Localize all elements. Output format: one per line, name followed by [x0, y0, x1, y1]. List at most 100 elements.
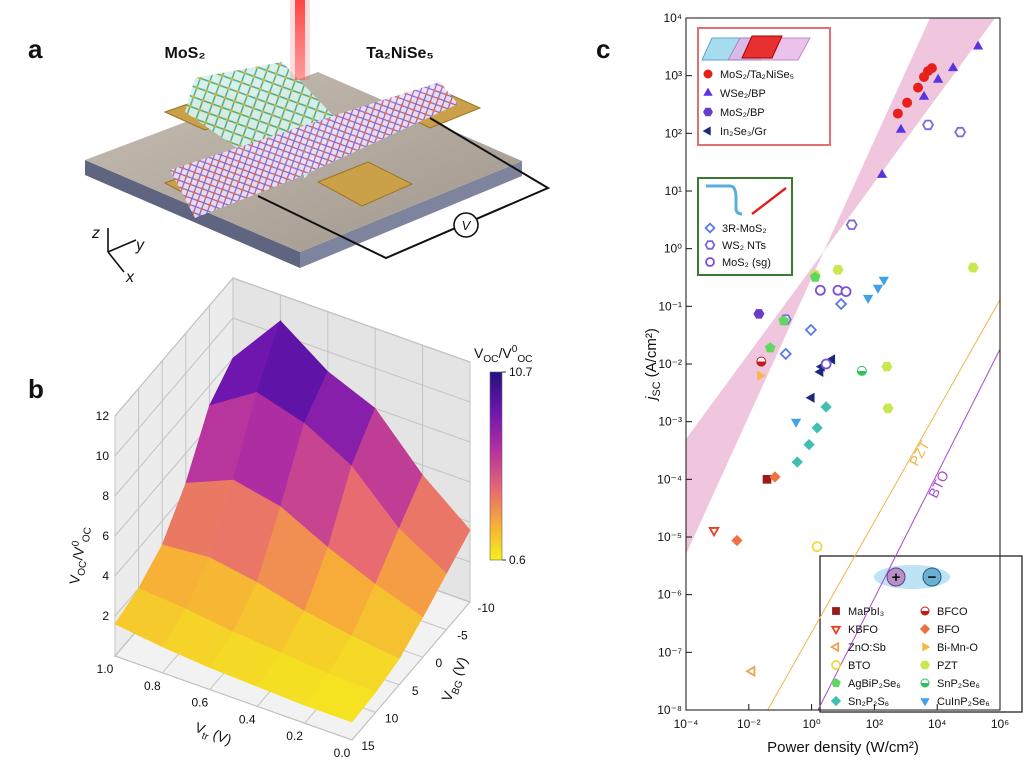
legend-label: WSe₂/BP — [720, 88, 766, 100]
data-point — [811, 541, 823, 553]
colorbar-title: VOC/V0OC — [474, 344, 532, 365]
label-part: (A/cm²) — [643, 328, 660, 381]
y-tick-label: 10 — [385, 711, 399, 725]
colorbar — [489, 371, 503, 561]
label-part: j — [643, 396, 660, 402]
substrate-side — [85, 160, 300, 268]
series — [779, 297, 848, 361]
y-tick-label: 10⁻⁸ — [657, 703, 682, 717]
z-axis-label: VOC/V0OC — [65, 525, 94, 586]
y-tick-label: 10⁻² — [658, 357, 682, 371]
y-tick-label: 10⁻⁷ — [658, 645, 682, 659]
y-axis-label: jSC (A/cm²) — [643, 328, 663, 402]
y-tick-label: 15 — [361, 739, 375, 753]
data-point — [926, 63, 937, 74]
data-point — [803, 438, 815, 451]
legend-marker — [830, 695, 842, 707]
reference-line — [767, 299, 1000, 710]
x-tick-label: 10⁻² — [737, 717, 761, 731]
charge-icon — [886, 567, 906, 587]
label-part: V — [474, 345, 484, 361]
y-tick-label: 10⁻³ — [658, 415, 682, 429]
legend-icon — [751, 187, 787, 215]
legend-icon — [741, 35, 783, 59]
reference-label: BTO — [925, 468, 952, 501]
legend-marker — [703, 87, 713, 96]
y-tick-label: 10³ — [665, 69, 682, 83]
legend-marker — [705, 257, 715, 267]
axis-label: y — [135, 237, 145, 254]
series — [762, 475, 772, 484]
data-point — [820, 401, 832, 413]
label-part: OC — [483, 354, 498, 365]
reference-label: PZT — [906, 437, 933, 468]
charge-symbol: + — [892, 569, 901, 586]
label-part: (V) — [447, 655, 470, 682]
label-part: /V — [498, 345, 512, 361]
y-tick-label: 10⁻¹ — [658, 299, 682, 313]
label-part: OC — [76, 560, 89, 577]
voltmeter-label: V — [462, 218, 472, 233]
y-tick-label: 10⁻⁶ — [657, 588, 682, 602]
label-part: SC — [651, 381, 663, 396]
y-tick-label: 10⁰ — [664, 242, 682, 256]
grid-line — [114, 416, 353, 741]
z-tick-label: 10 — [96, 449, 110, 463]
legend-label: SnP₂Se₆ — [937, 678, 980, 690]
legend-label: In₂Se₃/Gr — [720, 126, 767, 138]
data-point — [862, 294, 874, 304]
surface-patch — [304, 673, 377, 723]
x-tick-label: 0.4 — [239, 712, 256, 726]
legend-label: MoS₂ (sg) — [722, 257, 771, 269]
data-point — [805, 392, 815, 403]
data-point — [764, 342, 776, 353]
data-point — [791, 456, 803, 468]
data-point — [892, 108, 903, 119]
data-point — [745, 665, 756, 678]
series — [814, 284, 852, 370]
label-part: (V) — [207, 725, 234, 748]
ta2nise5-flake — [170, 82, 458, 218]
label-part: BG — [450, 679, 466, 697]
panel-label: a — [28, 34, 43, 64]
legend-label: BTO — [848, 660, 871, 672]
x-tick-label: 0.0 — [334, 746, 351, 760]
z-tick-label: 12 — [96, 409, 110, 423]
data-point — [872, 284, 884, 294]
axis-label: z — [91, 225, 100, 242]
legend-marker — [920, 698, 930, 707]
data-point — [954, 126, 967, 138]
y-axis-label: VBG (V) — [438, 655, 474, 706]
legend-marker — [920, 606, 930, 616]
data-point — [922, 119, 935, 131]
legend-label: AgBiP₂Se₆ — [848, 678, 901, 690]
series — [708, 527, 720, 538]
legend-marker — [832, 607, 840, 615]
data-point — [918, 90, 930, 100]
legend-label: PZT — [937, 660, 958, 672]
series — [753, 309, 765, 319]
x-tick-label: 10⁴ — [928, 717, 947, 731]
data-point — [895, 123, 907, 133]
data-point — [972, 40, 984, 50]
x-tick-label: 10⁻⁴ — [674, 717, 699, 731]
data-point — [804, 323, 818, 337]
y-tick-label: -5 — [457, 629, 468, 643]
x-tick-label: 10² — [866, 717, 883, 731]
legend-marker — [702, 126, 711, 136]
data-point — [731, 534, 743, 547]
data-point — [762, 475, 772, 484]
z-tick-label: 6 — [102, 529, 109, 543]
series — [764, 271, 821, 353]
label-part: OC — [81, 527, 94, 544]
series — [731, 471, 781, 547]
legend-label: CuInP₂Se₆ — [937, 696, 990, 708]
axis-label: x — [125, 269, 135, 286]
data-point — [790, 418, 802, 428]
legend-marker — [829, 641, 840, 653]
label-part: 0 — [512, 344, 518, 355]
data-point — [967, 262, 979, 273]
substrate-side — [300, 161, 522, 268]
z-tick-label: 2 — [102, 609, 109, 623]
